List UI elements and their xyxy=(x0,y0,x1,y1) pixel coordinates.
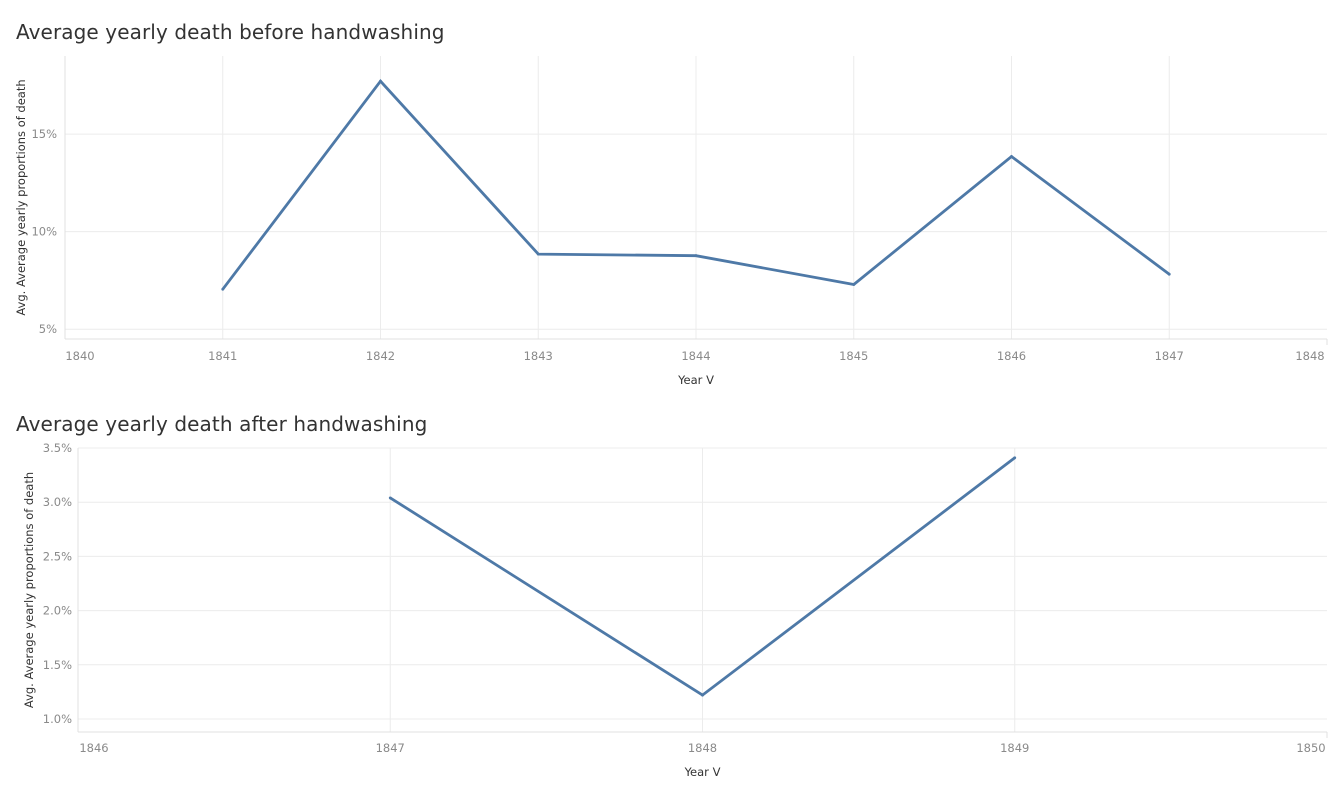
x-tick-label: 1846 xyxy=(997,349,1026,363)
x-tick-label: 1844 xyxy=(681,349,710,363)
y-tick-label: 1.5% xyxy=(43,658,72,672)
y-tick-label: 3.5% xyxy=(43,441,72,455)
x-tick-label: 1848 xyxy=(688,741,717,755)
x-tick-label: 1850 xyxy=(1296,741,1325,755)
data-point xyxy=(388,496,392,500)
x-tick-label: 1841 xyxy=(208,349,237,363)
data-point xyxy=(379,79,382,83)
x-tick-label: 1843 xyxy=(524,349,553,363)
chart-before-svg: 1840 1841 1842 1843 1844 1845 1846 1847 1848 5% 10… xyxy=(14,56,1328,387)
y-tick-label: 10% xyxy=(31,225,57,239)
data-point xyxy=(852,283,856,286)
x-tick-label: 1840 xyxy=(65,349,94,363)
y-tick-label: 1.0% xyxy=(43,712,72,726)
x-tick-label: 1842 xyxy=(366,349,395,363)
y-tick-label: 2.5% xyxy=(43,549,72,563)
chart-title: Average yearly death before handwashing xyxy=(16,20,445,44)
chart-after-handwashing: 1846 1847 1848 1849 1850 1.0% 1.5% 2.0% 2.5% 3.0%… xyxy=(0,392,1338,799)
data-point xyxy=(221,287,225,291)
y-axis-title: Avg. Average yearly proportions of death xyxy=(14,79,28,315)
y-tick-label: 3.0% xyxy=(43,495,72,509)
data-point xyxy=(1010,155,1013,158)
chart-title: Average yearly death after handwashing xyxy=(16,412,428,436)
data-point xyxy=(536,252,540,256)
x-tick-label: 1847 xyxy=(1155,349,1184,363)
x-tick-label: 1848 xyxy=(1295,349,1324,363)
x-axis-title: Year V xyxy=(677,373,714,387)
data-point xyxy=(1167,272,1171,276)
x-axis-title: Year V xyxy=(684,765,721,779)
y-axis-title: Avg. Average yearly proportions of death xyxy=(22,472,36,708)
data-point xyxy=(1013,456,1017,460)
chart-before-handwashing: 1840 1841 1842 1843 1844 1845 1846 1847 1848 5% 10… xyxy=(0,0,1338,392)
data-point xyxy=(701,693,704,697)
data-point xyxy=(694,254,698,258)
y-tick-label: 15% xyxy=(31,127,57,141)
x-tick-label: 1849 xyxy=(1000,741,1029,755)
y-tick-label: 2.0% xyxy=(43,604,72,618)
x-tick-label: 1846 xyxy=(79,741,108,755)
y-tick-label: 5% xyxy=(39,322,57,336)
chart-after-svg: 1846 1847 1848 1849 1850 1.0% 1.5% 2.0% 2.5% 3.0%… xyxy=(22,441,1328,779)
x-tick-label: 1845 xyxy=(839,349,868,363)
x-tick-label: 1847 xyxy=(376,741,405,755)
